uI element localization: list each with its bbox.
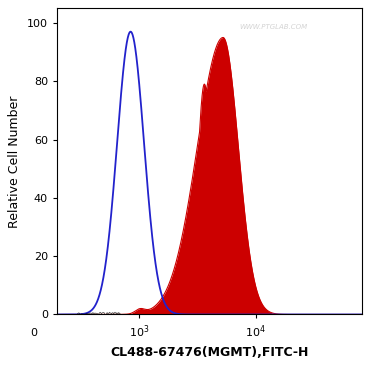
Text: 0: 0 [31,328,38,338]
X-axis label: CL488-67476(MGMT),FITC-H: CL488-67476(MGMT),FITC-H [110,346,309,359]
Text: WWW.PTGLAB.COM: WWW.PTGLAB.COM [240,23,308,30]
Y-axis label: Relative Cell Number: Relative Cell Number [9,95,21,228]
